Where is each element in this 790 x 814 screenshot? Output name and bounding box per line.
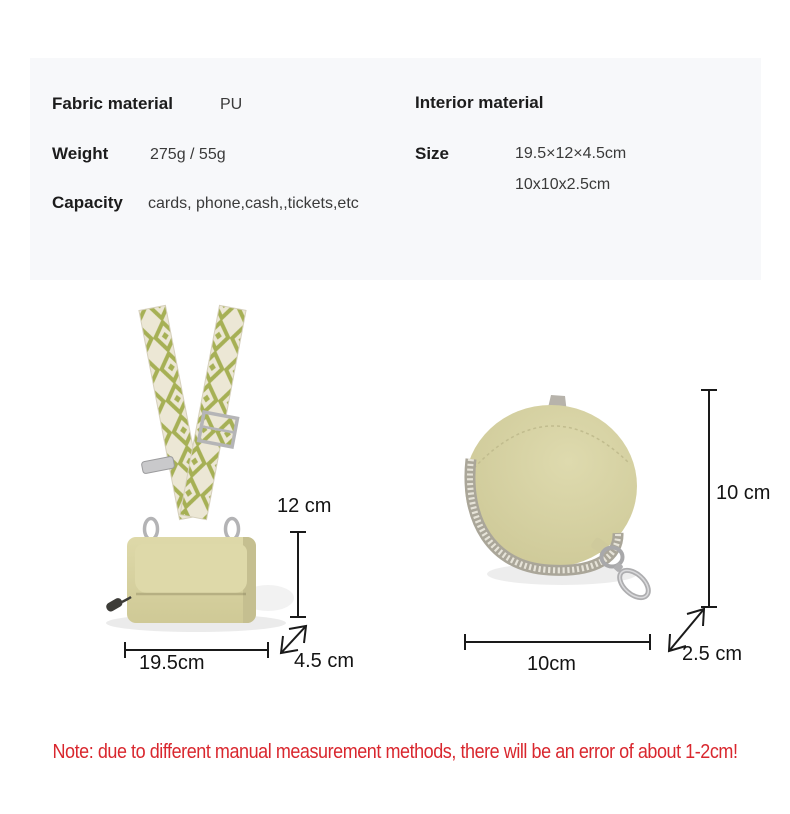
spec-label-fabric-material: Fabric material bbox=[52, 94, 173, 113]
spec-value-weight: 275g / 55g bbox=[150, 146, 226, 163]
spec-label-weight: Weight bbox=[52, 144, 109, 163]
purse-width-line bbox=[464, 634, 651, 650]
spec-label-size: Size bbox=[415, 144, 450, 163]
coin-purse bbox=[464, 395, 651, 601]
clasp-hook-icon bbox=[591, 537, 651, 601]
spec-value-capacity: cards, phone,cash,,tickets,etc bbox=[148, 195, 359, 212]
purse-depth-label: 2.5 cm bbox=[682, 643, 743, 665]
spec-label-capacity: Capacity bbox=[52, 193, 123, 212]
purse-hanger-tab bbox=[547, 395, 567, 413]
strap-slider bbox=[141, 456, 175, 474]
bag-width-label: 19.5cm bbox=[139, 652, 205, 674]
strap-snap-hooks bbox=[142, 516, 241, 542]
purse-height-line bbox=[701, 389, 717, 608]
spec-table: Fabric material PU Weight 275g / 55g Cap… bbox=[30, 58, 761, 280]
purse-body bbox=[465, 405, 637, 567]
spec-value-fabric-material: PU bbox=[220, 96, 243, 113]
dimension-lines bbox=[124, 389, 717, 658]
crossbody-bag bbox=[106, 537, 294, 632]
spec-value-size-2: 10x10x2.5cm bbox=[515, 176, 611, 193]
bag-height-label: 12 cm bbox=[277, 495, 332, 517]
bag-flap bbox=[135, 544, 247, 593]
bag-gusset bbox=[243, 537, 256, 623]
spec-value-size-1: 19.5×12×4.5cm bbox=[515, 145, 627, 162]
purse-zipper bbox=[464, 458, 624, 576]
spec-label-interior-material: Interior material bbox=[415, 93, 544, 112]
strap bbox=[138, 304, 247, 542]
bag-height-line bbox=[290, 531, 306, 618]
purse-width-label: 10cm bbox=[527, 653, 576, 675]
purse-height-label: 10 cm bbox=[716, 482, 771, 504]
bag-depth-label: 4.5 cm bbox=[294, 650, 355, 672]
measurement-error-note: Note: due to different manual measuremen… bbox=[52, 741, 738, 763]
strap-adjuster-buckle bbox=[196, 410, 240, 449]
bag-body bbox=[127, 537, 256, 623]
bag-zipper-pull bbox=[106, 595, 132, 612]
bag-depth-line bbox=[280, 625, 307, 654]
